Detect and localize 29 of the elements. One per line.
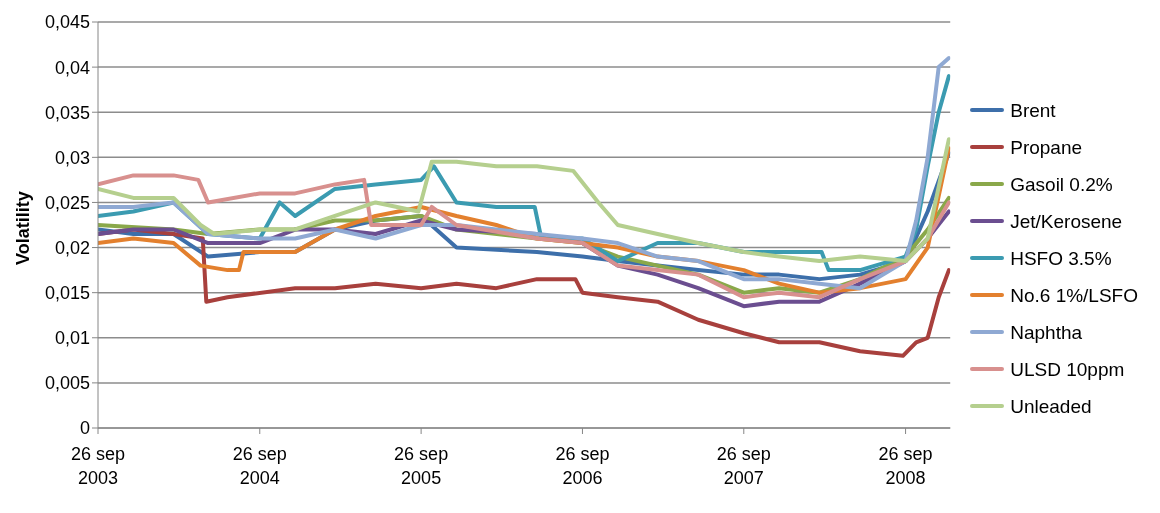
legend-label: HSFO 3.5% [1010, 246, 1112, 271]
legend-label: Jet/Kerosene [1010, 209, 1123, 234]
legend-label: Gasoil 0.2% [1010, 172, 1113, 197]
x-tick-label: 26 sep 2008 [878, 444, 933, 488]
line-series [98, 173, 951, 300]
y-tick-label: 0,045 [44, 12, 90, 33]
x-tick-label: 26 sep 2006 [555, 444, 610, 488]
x-tick-label: 26 sep 2004 [232, 444, 287, 488]
legend-label: Naphtha [1010, 320, 1083, 345]
legend-label: ULSD 10ppm [1010, 357, 1125, 382]
x-tick-label: 26 sep 2007 [716, 444, 771, 488]
y-tick-label: 0,025 [44, 192, 90, 213]
y-tick-label: 0,035 [44, 102, 90, 123]
y-tick-label: 0,04 [54, 57, 90, 78]
y-tick-label: 0 [79, 418, 90, 439]
line-series [98, 137, 951, 264]
y-tick-label: 0,02 [54, 237, 90, 258]
y-tick-label: 0,03 [54, 147, 90, 168]
y-tick-label: 0,015 [44, 283, 90, 304]
y-axis-title: Volatility [13, 191, 34, 265]
x-tick-label: 26 sep 2003 [70, 444, 126, 488]
legend-label: Brent [1010, 98, 1056, 123]
legend-label: No.6 1%/LSFO [1010, 283, 1138, 308]
legend-label: Propane [1010, 135, 1083, 160]
y-tick-label: 0,005 [44, 373, 90, 394]
line-series [98, 56, 951, 291]
y-tick-label: 0,01 [54, 328, 90, 349]
legend-label: Unleaded [1010, 394, 1092, 419]
x-tick-label: 26 sep 2005 [394, 444, 449, 488]
